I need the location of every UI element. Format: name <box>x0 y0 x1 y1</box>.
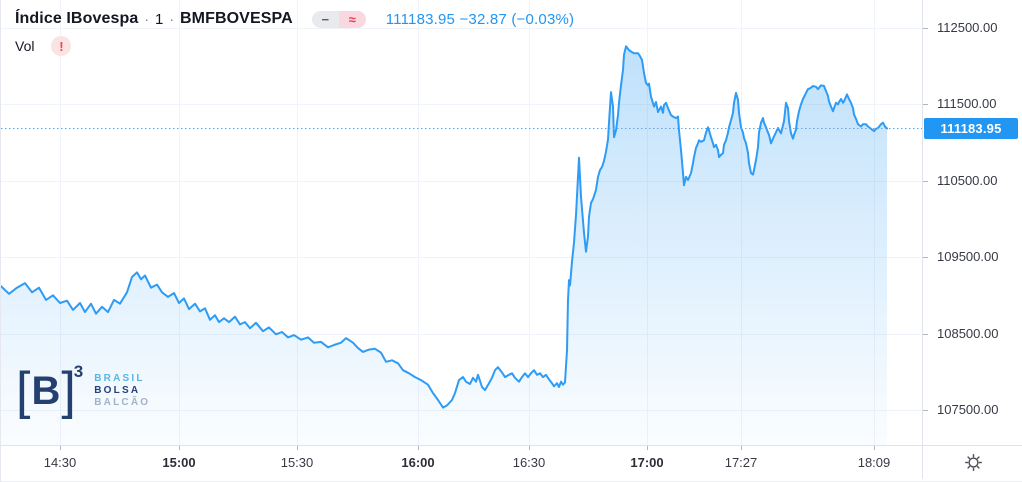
price-axis-tick <box>923 257 928 258</box>
time-axis-tick <box>529 446 530 450</box>
legend-volume-row: Vol ! <box>15 36 574 56</box>
time-axis-label: 15:30 <box>280 455 314 470</box>
price-axis-label: 107500.00 <box>937 401 999 417</box>
time-axis[interactable]: 14:30 15:00 15:30 16:00 16:30 17:00 17:27 18:09 <box>1 445 922 479</box>
price-axis[interactable]: 111183.95 112500.00 111500.00 110500.00 109… <box>922 0 1022 445</box>
separator-dot: · <box>169 11 175 27</box>
time-axis-label: 17:27 <box>724 455 758 470</box>
market-closed-dash-badge[interactable]: − <box>311 10 339 28</box>
settings-gear-button[interactable] <box>963 452 984 473</box>
legend-symbol-row[interactable]: Índice IBovespa · 1 · BMFBOVESPA − ≈ 111… <box>15 10 574 28</box>
time-axis-tick <box>741 446 742 450</box>
b3-word-brasil: BRASIL <box>94 373 145 384</box>
b3-logo-mark: [ B ] 3 <box>16 362 83 420</box>
price-axis-tick <box>923 181 928 182</box>
legend: Índice IBovespa · 1 · BMFBOVESPA − ≈ 111… <box>15 10 574 56</box>
axis-corner <box>922 445 1022 479</box>
price-axis-label: 111500.00 <box>937 96 997 112</box>
gear-icon <box>964 454 982 471</box>
price-axis-label: 109500.00 <box>937 249 999 265</box>
b3-bracket-left: [ <box>16 362 31 420</box>
delayed-data-approx-badge[interactable]: ≈ <box>338 10 366 28</box>
time-axis-tick <box>647 446 648 450</box>
symbol-title[interactable]: Índice IBovespa <box>15 10 139 27</box>
area-fill <box>1 46 887 445</box>
price-axis-tick <box>923 410 928 411</box>
price-axis-tick <box>923 104 928 105</box>
b3-wordmark: BRASIL BOLSA BALCÃO <box>94 372 150 410</box>
price-axis-tick <box>923 334 928 335</box>
price-axis-label: 108500.00 <box>937 325 999 341</box>
time-axis-label: 17:00 <box>630 455 664 470</box>
time-axis-tick <box>297 446 298 450</box>
b3-letter: B <box>31 369 61 413</box>
exchange-label: BMFBOVESPA <box>180 10 293 27</box>
volume-alert-badge[interactable]: ! <box>51 36 72 56</box>
volume-label: Vol <box>15 38 35 54</box>
time-axis-label: 16:30 <box>512 455 546 470</box>
price-axis-tick <box>923 28 928 29</box>
time-axis-tick <box>179 446 180 450</box>
b3-word-balcao: BALCÃO <box>94 397 151 408</box>
time-axis-label: 15:00 <box>162 455 196 470</box>
price-axis-label: 110500.00 <box>937 172 998 188</box>
time-axis-tick <box>418 446 419 450</box>
quote-change-text: 111183.95 −32.87 (−0.03%) <box>385 10 575 28</box>
b3-superscript: 3 <box>73 362 84 381</box>
time-axis-tick <box>60 446 61 450</box>
data-status-capsule[interactable]: − ≈ <box>311 10 366 28</box>
b3-word-bolsa: BOLSA <box>94 385 141 396</box>
time-axis-label: 16:00 <box>401 455 435 470</box>
separator-dot: · <box>144 11 149 27</box>
price-chart-pane[interactable] <box>1 0 922 445</box>
interval-label: 1 <box>155 10 164 28</box>
price-line <box>1 45 888 409</box>
b3-bracket-right: ] <box>61 362 76 420</box>
price-axis-label: 112500.00 <box>937 19 998 35</box>
time-axis-label: 18:09 <box>857 455 891 470</box>
last-price-tag: 111183.95 <box>924 117 1018 139</box>
time-axis-tick <box>874 446 875 450</box>
b3-watermark-logo: [ B ] 3 BRASIL BOLSA BALCÃO <box>16 362 150 420</box>
time-axis-label: 14:30 <box>43 455 77 470</box>
